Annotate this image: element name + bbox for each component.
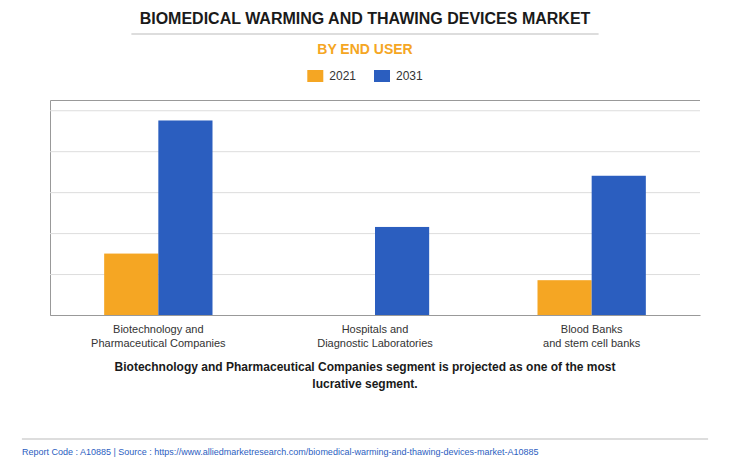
legend-swatch (374, 70, 390, 82)
y-axis-line (51, 101, 701, 316)
bar (104, 254, 158, 315)
bar (321, 315, 375, 316)
x-tick: Biotechnology andPharmaceutical Companie… (91, 323, 226, 349)
bar (538, 280, 592, 315)
annotation: Biotechnology and Pharmaceutical Compani… (115, 360, 616, 391)
grid-line (50, 151, 700, 152)
x-tick-label: Hospitals andDiagnostic Laboratories (317, 323, 433, 349)
y-tick (50, 110, 700, 111)
x-tick-label: Biotechnology andPharmaceutical Companie… (91, 323, 226, 349)
bar (375, 227, 429, 315)
legend-label: 2031 (396, 69, 423, 83)
footer-rule (22, 439, 708, 440)
subtitle: BY END USER (317, 41, 412, 57)
x-axis: Biotechnology andPharmaceutical Companie… (51, 316, 701, 350)
bar-series (158, 120, 646, 315)
x-tick: Blood Banksand stem cell banks (543, 323, 641, 349)
y-tick (50, 151, 700, 152)
x-tick: Hospitals andDiagnostic Laboratories (317, 323, 433, 349)
grid-line (50, 110, 700, 111)
plot: Biotechnology andPharmaceutical Companie… (50, 101, 701, 350)
x-tick-label: Blood Banksand stem cell banks (543, 323, 641, 349)
legend-label: 2021 (329, 69, 356, 83)
legend: 2021 2031 (307, 69, 423, 83)
chart: BIOMEDICAL WARMING AND THAWING DEVICES M… (0, 0, 730, 473)
title: BIOMEDICAL WARMING AND THAWING DEVICES M… (140, 10, 591, 27)
legend-swatch (307, 70, 323, 82)
footer: Report Code : A10885 | Source : https://… (22, 447, 539, 457)
bar (592, 176, 646, 315)
y-axis (50, 101, 700, 316)
x-axis-line (51, 315, 701, 316)
bars (104, 120, 646, 315)
title-rule (131, 34, 598, 35)
bar (158, 120, 212, 315)
legend-item: 2031 (374, 69, 423, 83)
legend-item: 2021 (307, 69, 356, 83)
